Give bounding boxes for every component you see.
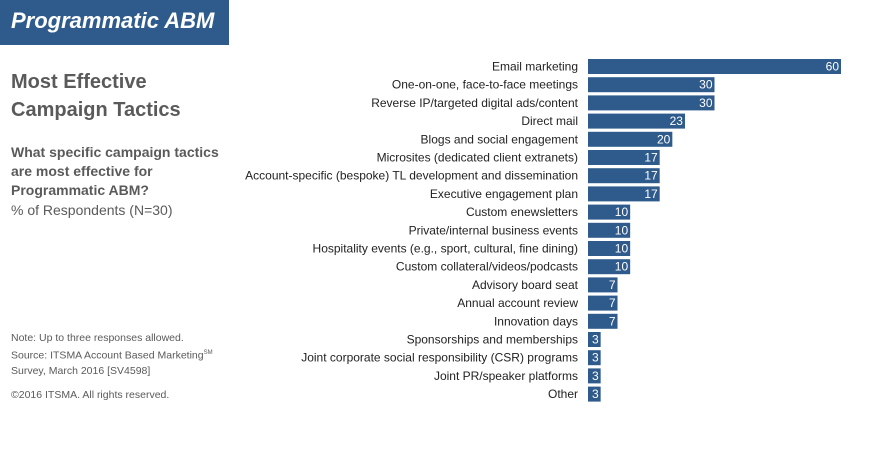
value-label: 60 [826, 60, 840, 74]
category-label: Custom enewsletters [466, 205, 578, 219]
value-label: 10 [615, 205, 629, 219]
category-label: Email marketing [492, 60, 578, 74]
category-label: Hospitality events (e.g., sport, cultura… [313, 242, 578, 256]
banner-title: Programmatic ABM [11, 8, 215, 33]
bar [588, 277, 618, 293]
value-label: 23 [670, 114, 684, 128]
category-label: Joint PR/speaker platforms [434, 369, 578, 383]
title-banner: Programmatic ABM [0, 0, 229, 45]
category-label: Other [548, 387, 578, 401]
category-label: One-on-one, face-to-face meetings [392, 78, 578, 92]
bar [588, 186, 660, 202]
bar [588, 313, 618, 329]
value-label: 17 [644, 187, 658, 201]
bar [588, 241, 631, 256]
bar [588, 95, 715, 111]
bar [588, 131, 673, 147]
bar [588, 113, 685, 129]
value-label: 3 [592, 369, 599, 383]
footnote-note: Note: Up to three responses allowed. [11, 332, 184, 344]
bar [588, 386, 601, 402]
category-label: Advisory board seat [472, 278, 579, 292]
value-label: 3 [592, 351, 599, 365]
value-label: 20 [657, 132, 671, 146]
value-label: 7 [609, 296, 616, 310]
category-label: Blogs and social engagement [421, 132, 579, 146]
footnote-source: Source: ITSMA Account Based MarketingSM [11, 346, 251, 364]
bar [588, 332, 601, 347]
value-label: 7 [609, 278, 616, 292]
value-label: 3 [592, 333, 599, 347]
value-label: 17 [644, 169, 658, 183]
category-label: Account-specific (bespoke) TL developmen… [245, 169, 578, 183]
value-label: 7 [609, 314, 616, 328]
footnote: Note: Up to three responses allowed. Sou… [11, 331, 251, 379]
category-label: Microsites (dedicated client extranets) [377, 151, 578, 165]
category-label: Direct mail [521, 114, 578, 128]
value-label: 17 [644, 151, 658, 165]
value-label: 30 [699, 96, 713, 110]
bar [588, 204, 631, 220]
bar [588, 168, 660, 184]
copyright-note: ©2016 ITSMA. All rights reserved. [11, 389, 170, 401]
source-prefix: Source: ITSMA Account Based Marketing [11, 349, 204, 362]
value-label: 10 [615, 260, 629, 274]
category-label: Custom collateral/videos/podcasts [396, 260, 578, 274]
chart-title: Most Effective Campaign Tactics [11, 71, 181, 121]
bar [588, 259, 631, 275]
category-label: Annual account review [457, 296, 578, 310]
category-label: Private/internal business events [409, 223, 578, 237]
category-label: Innovation days [494, 314, 578, 328]
category-label: Joint corporate social responsibility (C… [301, 351, 578, 365]
category-label: Executive engagement plan [430, 187, 578, 201]
footnote-source-suffix: Survey, March 2016 [SV4598] [11, 364, 151, 377]
respondents-note: % of Respondents (N=30) [11, 202, 173, 218]
bar [588, 295, 618, 311]
bar [588, 59, 841, 74]
bar [588, 222, 631, 238]
bar [588, 350, 601, 366]
value-label: 10 [615, 242, 629, 256]
service-mark: SM [203, 350, 213, 356]
value-label: 3 [592, 387, 599, 401]
survey-question: What specific campaign tactics are most … [11, 144, 219, 198]
category-label: Reverse IP/targeted digital ads/content [371, 96, 578, 110]
bar [588, 368, 601, 384]
bar [588, 150, 660, 165]
value-label: 30 [699, 78, 713, 92]
value-label: 10 [615, 223, 629, 237]
bar [588, 77, 715, 93]
category-label: Sponsorships and memberships [407, 333, 578, 347]
